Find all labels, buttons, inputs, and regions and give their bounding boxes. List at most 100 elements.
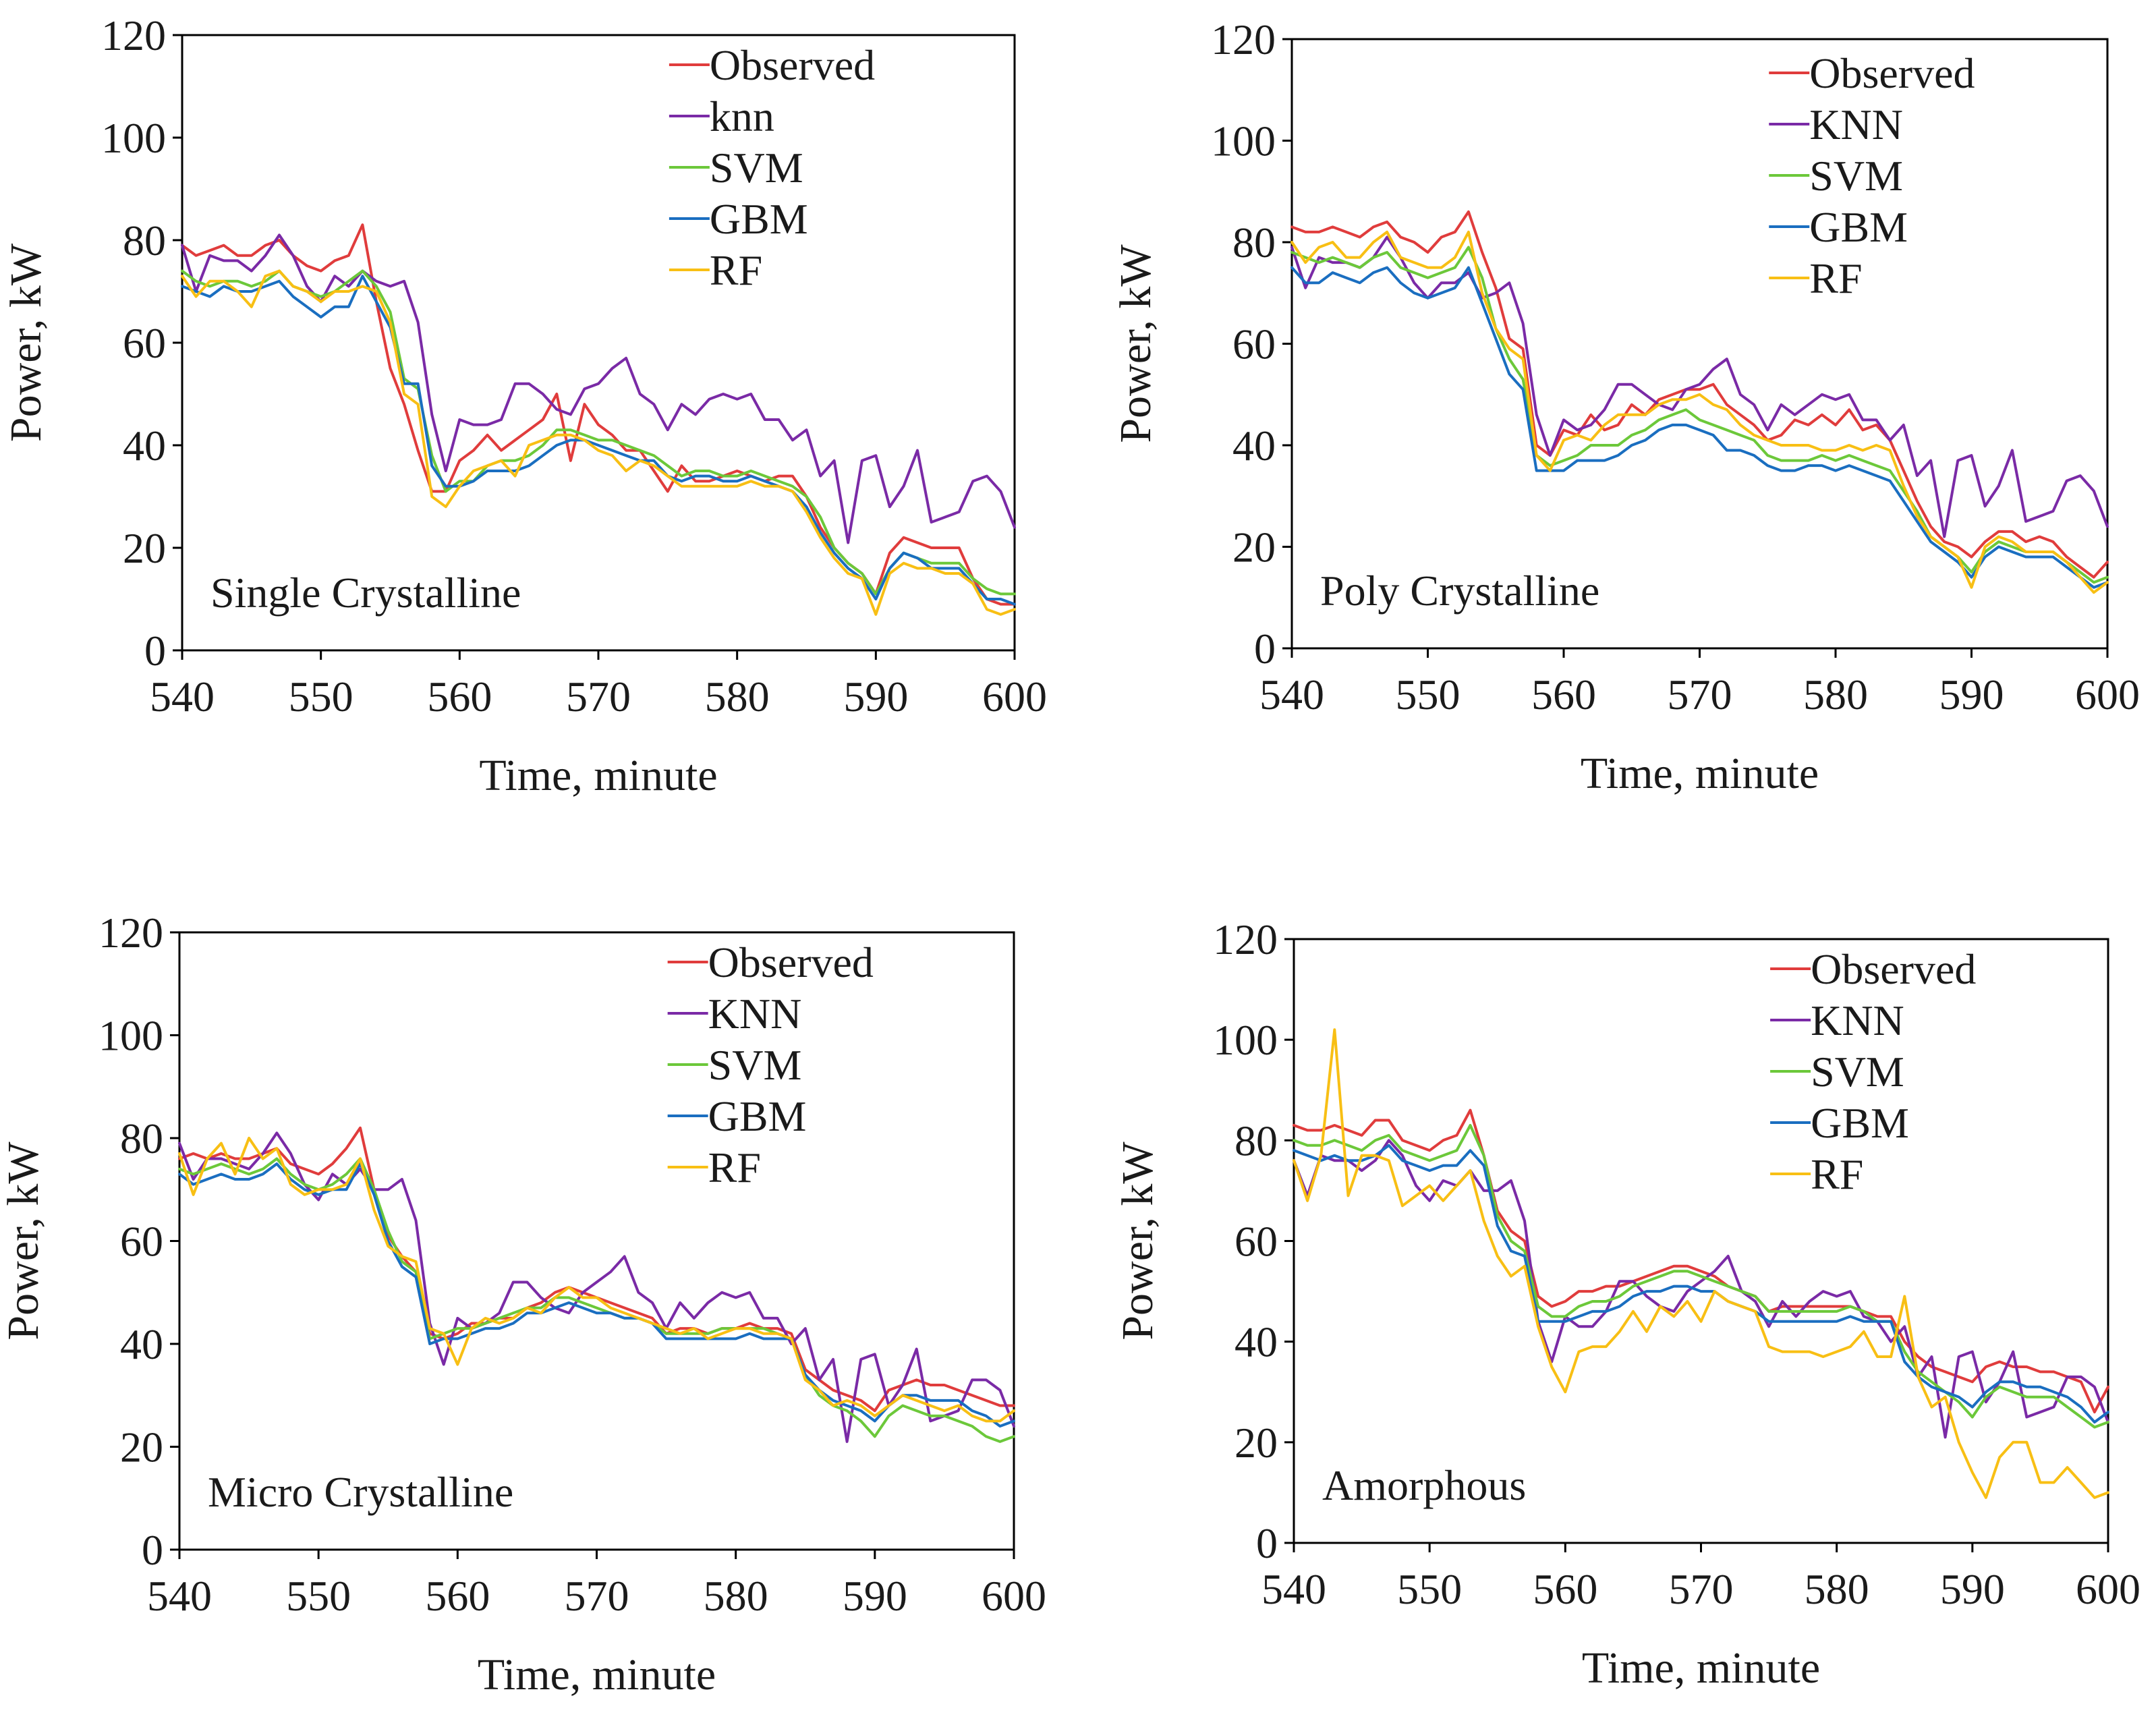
micro-crystalline-y-tick-label: 120 xyxy=(98,909,163,957)
micro-crystalline-legend-label-gbm: GBM xyxy=(708,1092,807,1140)
micro-crystalline-x-tick-label: 580 xyxy=(704,1572,768,1620)
poly-crystalline-x-tick-label: 560 xyxy=(1531,671,1596,718)
micro-crystalline-legend-label-rf: RF xyxy=(708,1144,761,1191)
single-crystalline-y-axis-title: Power, kW xyxy=(1,243,51,442)
micro-crystalline-legend-label-observed: Observed xyxy=(708,938,874,986)
micro-crystalline-y-tick-label: 0 xyxy=(142,1526,163,1574)
poly-crystalline-x-tick-label: 540 xyxy=(1259,671,1324,718)
poly-crystalline-x-tick-label: 590 xyxy=(1939,671,2004,718)
single-crystalline-x-tick-label: 590 xyxy=(843,673,908,721)
single-crystalline-series-gbm-line xyxy=(181,275,1016,606)
poly-crystalline-legend-label-svm: SVM xyxy=(1809,152,1903,200)
amorphous-series-observed-line xyxy=(1293,1108,2109,1414)
single-crystalline-x-tick-label: 570 xyxy=(566,673,631,721)
single-crystalline-legend-label-gbm: GBM xyxy=(710,195,808,243)
micro-crystalline-x-tick-label: 550 xyxy=(286,1572,351,1620)
poly-crystalline-y-axis-title: Power, kW xyxy=(1111,244,1160,443)
single-crystalline-x-tick-label: 560 xyxy=(427,673,492,721)
micro-crystalline-x-tick-label: 560 xyxy=(425,1572,490,1620)
amorphous-x-axis-title: Time, minute xyxy=(1582,1643,1820,1693)
single-crystalline-legend-label-rf: RF xyxy=(710,246,762,294)
single-crystalline-legend-label-svm: SVM xyxy=(710,144,803,192)
amorphous-y-tick-label: 120 xyxy=(1213,915,1278,963)
micro-crystalline-x-tick-label: 590 xyxy=(843,1572,907,1620)
single-crystalline-x-tick-label: 540 xyxy=(150,673,215,721)
micro-crystalline-series-rf-line xyxy=(178,1137,1015,1423)
poly-crystalline-legend-label-gbm: GBM xyxy=(1809,203,1908,251)
single-crystalline-x-tick-label: 550 xyxy=(289,673,353,721)
single-crystalline-panel-title: Single Crystalline xyxy=(210,569,521,617)
amorphous-x-tick-label: 580 xyxy=(1805,1565,1869,1613)
panel-poly-crystalline: 0 20 40 60 80 100 120 540 550 560 570 580 590 600 Obse… xyxy=(1111,16,2140,798)
single-crystalline-y-tick-label: 60 xyxy=(123,319,166,367)
micro-crystalline-y-tick-label: 40 xyxy=(120,1320,163,1368)
micro-crystalline-plot-area xyxy=(178,931,1015,1551)
poly-crystalline-series-svm-line xyxy=(1290,246,2109,584)
poly-crystalline-y-tick-label: 0 xyxy=(1254,625,1276,673)
amorphous-y-tick-label: 20 xyxy=(1235,1419,1278,1467)
poly-crystalline-panel-title: Poly Crystalline xyxy=(1320,567,1599,615)
amorphous-series-gbm-line xyxy=(1293,1144,2109,1423)
single-crystalline-plot-area xyxy=(181,34,1016,652)
amorphous-y-tick-label: 60 xyxy=(1235,1218,1278,1266)
poly-crystalline-y-tick-label: 100 xyxy=(1211,117,1276,165)
micro-crystalline-y-tick-label: 60 xyxy=(120,1218,163,1266)
micro-crystalline-x-tick-label: 600 xyxy=(982,1572,1046,1620)
single-crystalline-x-axis-title: Time, minute xyxy=(479,751,717,800)
poly-crystalline-x-tick-label: 580 xyxy=(1803,671,1868,718)
panel-amorphous: 0 20 40 60 80 100 120 540 550 560 570 580 590 600 Obse… xyxy=(1113,915,2140,1693)
micro-crystalline-legend-label-svm: SVM xyxy=(708,1041,802,1089)
poly-crystalline-x-tick-label: 550 xyxy=(1396,671,1460,718)
amorphous-x-tick-label: 560 xyxy=(1533,1565,1597,1613)
micro-crystalline-y-axis-title: Power, kW xyxy=(0,1141,48,1341)
single-crystalline-y-tick-label: 120 xyxy=(101,11,166,59)
amorphous-x-tick-label: 590 xyxy=(1940,1565,2005,1613)
amorphous-x-tick-label: 600 xyxy=(2076,1565,2140,1613)
amorphous-x-tick-label: 550 xyxy=(1397,1565,1462,1613)
amorphous-y-tick-label: 100 xyxy=(1213,1016,1278,1064)
poly-crystalline-legend-label-observed: Observed xyxy=(1809,49,1975,97)
micro-crystalline-panel-title: Micro Crystalline xyxy=(208,1468,513,1516)
single-crystalline-y-tick-label: 100 xyxy=(101,114,166,162)
poly-crystalline-y-tick-label: 80 xyxy=(1232,219,1276,266)
micro-crystalline-series-gbm-line xyxy=(178,1162,1015,1428)
amorphous-x-tick-label: 540 xyxy=(1261,1565,1326,1613)
poly-crystalline-x-axis-title: Time, minute xyxy=(1581,749,1819,798)
amorphous-y-tick-label: 0 xyxy=(1256,1519,1278,1567)
poly-crystalline-x-tick-label: 600 xyxy=(2075,671,2140,718)
poly-crystalline-legend-label-rf: RF xyxy=(1809,254,1862,302)
poly-crystalline-x-tick-label: 570 xyxy=(1668,671,1732,718)
poly-crystalline-y-tick-label: 120 xyxy=(1211,16,1276,63)
amorphous-x-tick-label: 570 xyxy=(1669,1565,1734,1613)
poly-crystalline-plot-area xyxy=(1290,38,2109,650)
amorphous-series-knn-line xyxy=(1293,1139,2109,1439)
poly-crystalline-legend-label-knn: KNN xyxy=(1809,101,1903,148)
single-crystalline-y-tick-label: 0 xyxy=(144,627,166,675)
micro-crystalline-x-tick-label: 570 xyxy=(565,1572,629,1620)
amorphous-y-axis-title: Power, kW xyxy=(1113,1141,1162,1341)
amorphous-legend-label-gbm: GBM xyxy=(1811,1099,1909,1147)
micro-crystalline-series-knn-line xyxy=(178,1131,1015,1443)
single-crystalline-y-tick-label: 80 xyxy=(123,217,166,264)
amorphous-panel-title: Amorphous xyxy=(1322,1461,1526,1509)
single-crystalline-series-svm-line xyxy=(181,269,1016,596)
micro-crystalline-y-tick-label: 100 xyxy=(98,1012,163,1060)
amorphous-series-svm-line xyxy=(1293,1124,2109,1429)
amorphous-y-tick-label: 80 xyxy=(1235,1117,1278,1164)
single-crystalline-y-tick-label: 40 xyxy=(123,422,166,470)
amorphous-legend-label-observed: Observed xyxy=(1811,945,1976,993)
amorphous-legend-label-knn: KNN xyxy=(1811,996,1904,1044)
poly-crystalline-y-tick-label: 40 xyxy=(1232,422,1276,470)
poly-crystalline-y-tick-label: 60 xyxy=(1232,320,1276,368)
single-crystalline-series-rf-line xyxy=(181,269,1016,616)
single-crystalline-y-tick-label: 20 xyxy=(123,524,166,572)
micro-crystalline-y-tick-label: 20 xyxy=(120,1423,163,1471)
micro-crystalline-legend-label-knn: KNN xyxy=(708,990,802,1038)
single-crystalline-legend-label-knn: knn xyxy=(710,92,774,140)
amorphous-legend-label-svm: SVM xyxy=(1811,1048,1904,1096)
poly-crystalline-series-gbm-line xyxy=(1290,266,2109,589)
amorphous-series-rf-line xyxy=(1293,1028,2109,1499)
poly-crystalline-series-rf-line xyxy=(1290,230,2109,594)
micro-crystalline-x-axis-title: Time, minute xyxy=(478,1650,716,1699)
